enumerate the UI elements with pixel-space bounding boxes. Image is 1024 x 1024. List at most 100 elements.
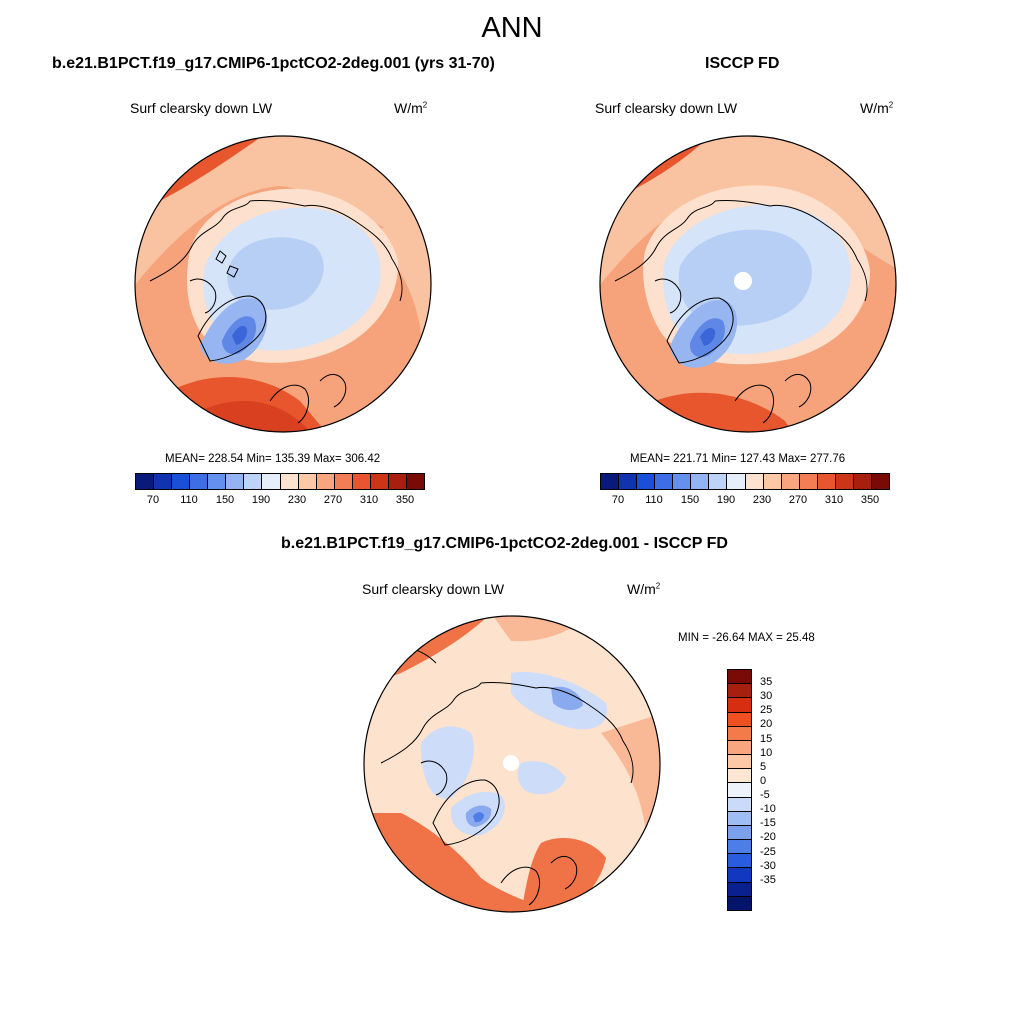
colorbar-swatch bbox=[728, 868, 751, 883]
map-fill bbox=[421, 726, 474, 799]
colorbar-swatch bbox=[728, 896, 751, 910]
panel2-colorbar bbox=[600, 473, 890, 490]
colorbar-swatch bbox=[728, 698, 751, 713]
colorbar-tick-label: 230 bbox=[752, 494, 772, 506]
colorbar-swatch bbox=[691, 474, 710, 489]
colorbar-swatch bbox=[728, 825, 751, 841]
colorbar-swatch bbox=[370, 474, 389, 489]
colorbar-tick-label: 150 bbox=[215, 494, 235, 506]
colorbar-swatch bbox=[601, 474, 620, 489]
colorbar-tick-label: -35 bbox=[760, 873, 776, 886]
colorbar-swatch bbox=[728, 726, 751, 741]
colorbar-tick-label: 20 bbox=[760, 718, 773, 731]
colorbar-tick-label: -20 bbox=[760, 831, 776, 844]
colorbar-swatch bbox=[871, 474, 889, 489]
panel2-heading: ISCCP FD bbox=[705, 55, 780, 72]
panel2-colorbar-ticks: 70 110 150 190 230 270 310 350 bbox=[600, 494, 888, 508]
colorbar-swatch bbox=[154, 474, 173, 489]
map-fill bbox=[700, 327, 716, 346]
colorbar-tick-label: 230 bbox=[287, 494, 307, 506]
panel2-variable: Surf clearsky down LW bbox=[595, 100, 738, 116]
map-fill bbox=[227, 237, 324, 310]
colorbar-tick-label: -5 bbox=[760, 789, 770, 802]
map-fill bbox=[600, 136, 896, 291]
panel2-stats: MEAN= 221.71 Min= 127.43 Max= 277.76 bbox=[630, 453, 846, 465]
colorbar-tick-label: -15 bbox=[760, 817, 776, 830]
colorbar-swatch bbox=[298, 474, 317, 489]
colorbar-swatch bbox=[728, 882, 751, 897]
colorbar-swatch bbox=[817, 474, 836, 489]
colorbar-swatch bbox=[728, 740, 751, 756]
colorbar-tick-label: 70 bbox=[146, 494, 160, 506]
colorbar-swatch bbox=[190, 474, 209, 489]
colorbar-swatch bbox=[727, 474, 746, 489]
colorbar-swatch bbox=[244, 474, 263, 489]
colorbar-tick-label: 310 bbox=[824, 494, 844, 506]
colorbar-tick-label: 350 bbox=[860, 494, 880, 506]
colorbar-swatch bbox=[728, 684, 751, 699]
colorbar-swatch bbox=[136, 474, 155, 489]
missing-data-hole bbox=[734, 272, 752, 290]
colorbar-tick-label: -10 bbox=[760, 803, 776, 816]
colorbar-swatch bbox=[226, 474, 245, 489]
colorbar-tick-label: 110 bbox=[180, 494, 198, 506]
colorbar-tick-label: 350 bbox=[395, 494, 415, 506]
colorbar-tick-label: -25 bbox=[760, 845, 776, 858]
colorbar-swatch bbox=[388, 474, 407, 489]
map-fill bbox=[551, 686, 583, 711]
map-fill bbox=[360, 221, 431, 391]
colorbar-swatch bbox=[835, 474, 854, 489]
colorbar-tick-label: 270 bbox=[788, 494, 808, 506]
coastlines bbox=[149, 200, 403, 424]
colorbar-swatch bbox=[352, 474, 371, 489]
map-fill bbox=[601, 713, 660, 833]
panel1-polar-map bbox=[134, 135, 432, 433]
colorbar-tick-label: 270 bbox=[323, 494, 343, 506]
colorbar-swatch bbox=[208, 474, 227, 489]
colorbar-swatch bbox=[334, 474, 353, 489]
panel3-colorbar bbox=[727, 669, 752, 911]
map-fill bbox=[473, 812, 484, 823]
panel2-unit: W/m2 bbox=[860, 100, 894, 116]
panel1-variable: Surf clearsky down LW bbox=[130, 100, 273, 116]
map-fill bbox=[232, 325, 248, 345]
colorbar-swatch bbox=[728, 797, 751, 812]
colorbar-swatch bbox=[728, 755, 751, 770]
colorbar-tick-label: 190 bbox=[716, 494, 736, 506]
missing-data-hole bbox=[503, 755, 519, 771]
colorbar-swatch bbox=[728, 769, 751, 784]
panel1-colorbar bbox=[135, 473, 425, 490]
panel2-polar-map bbox=[599, 135, 897, 433]
colorbar-swatch bbox=[619, 474, 638, 489]
colorbar-tick-label: 35 bbox=[760, 676, 773, 689]
colorbar-swatch bbox=[172, 474, 191, 489]
colorbar-swatch bbox=[637, 474, 656, 489]
colorbar-swatch bbox=[655, 474, 674, 489]
colorbar-tick-label: -30 bbox=[760, 859, 776, 872]
colorbar-swatch bbox=[709, 474, 728, 489]
panel3-unit: W/m2 bbox=[627, 581, 661, 597]
colorbar-tick-label: 30 bbox=[760, 690, 773, 703]
panel3-variable: Surf clearsky down LW bbox=[362, 581, 505, 597]
colorbar-tick-label: 10 bbox=[760, 746, 773, 759]
panel3-colorbar-ticks: 35 30 25 20 15 10 5 0 -5 -10 -15 -20 -25 -30 -35 bbox=[760, 669, 800, 909]
colorbar-swatch bbox=[280, 474, 299, 489]
colorbar-tick-label: 15 bbox=[760, 732, 773, 745]
colorbar-tick-label: 0 bbox=[760, 774, 767, 787]
colorbar-swatch bbox=[745, 474, 764, 489]
colorbar-tick-label: 190 bbox=[251, 494, 271, 506]
colorbar-swatch bbox=[673, 474, 692, 489]
panel3-heading: b.e21.B1PCT.f19_g17.CMIP6-1pctCO2-2deg.0… bbox=[281, 535, 728, 552]
colorbar-swatch bbox=[853, 474, 872, 489]
panel1-heading: b.e21.B1PCT.f19_g17.CMIP6-1pctCO2-2deg.0… bbox=[52, 55, 495, 72]
colorbar-tick-label: 310 bbox=[359, 494, 379, 506]
colorbar-swatch bbox=[728, 854, 751, 869]
colorbar-tick-label: 150 bbox=[680, 494, 700, 506]
colorbar-swatch bbox=[763, 474, 782, 489]
colorbar-tick-label: 110 bbox=[645, 494, 663, 506]
colorbar-swatch bbox=[781, 474, 800, 489]
colorbar-swatch bbox=[316, 474, 335, 489]
colorbar-swatch bbox=[262, 474, 281, 489]
panel3-stats: MIN = -26.64 MAX = 25.48 bbox=[678, 632, 815, 644]
figure-title: ANN bbox=[481, 12, 543, 44]
